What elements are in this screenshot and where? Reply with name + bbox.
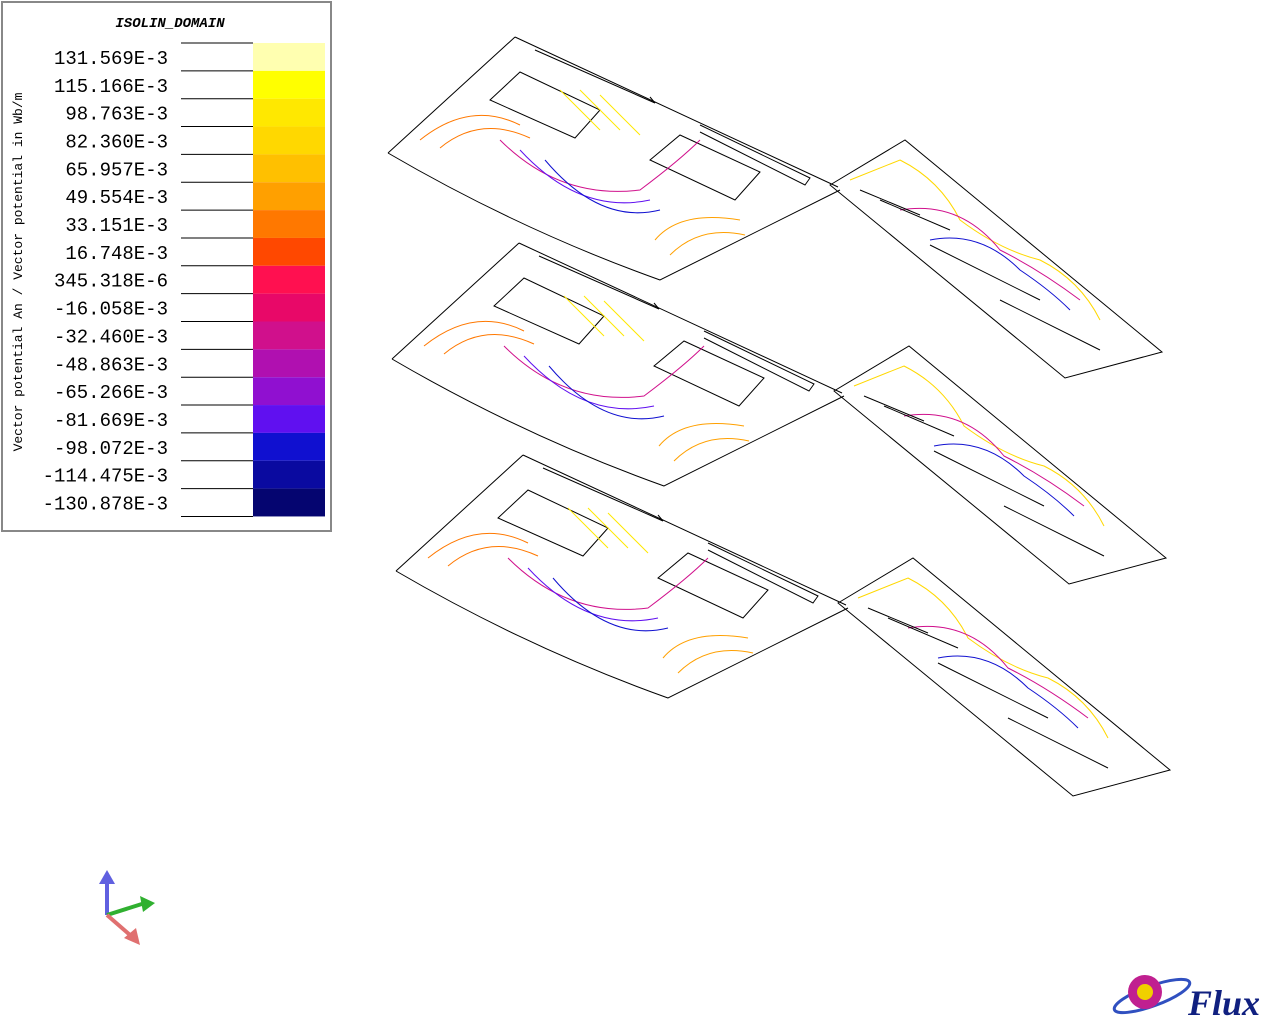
legend-value: 98.763E-3 bbox=[65, 104, 168, 126]
legend-value: -65.266E-3 bbox=[54, 382, 168, 404]
legend-value: -32.460E-3 bbox=[54, 326, 168, 348]
legend-axis-label: Vector potential An / Vector potential i… bbox=[11, 92, 26, 451]
legend-swatch bbox=[253, 182, 325, 211]
legend-value: -130.878E-3 bbox=[43, 494, 168, 516]
legend-swatch bbox=[253, 70, 325, 99]
legend-swatch bbox=[253, 126, 325, 155]
legend-swatch bbox=[253, 265, 325, 294]
legend-swatch bbox=[253, 432, 325, 461]
legend-value: 49.554E-3 bbox=[65, 187, 168, 209]
isoline-view bbox=[395, 454, 1171, 797]
isoline-view bbox=[391, 242, 1167, 585]
legend-swatch bbox=[253, 321, 325, 350]
legend-value: 115.166E-3 bbox=[54, 76, 168, 98]
legend-swatch bbox=[253, 237, 325, 266]
legend-swatch bbox=[253, 488, 325, 517]
legend-swatch bbox=[253, 460, 325, 489]
legend-swatch bbox=[253, 210, 325, 238]
flux-logo: Flux bbox=[1112, 975, 1260, 1023]
legend-value: 345.318E-6 bbox=[54, 271, 168, 293]
legend-swatch bbox=[253, 293, 325, 322]
legend-value: 33.151E-3 bbox=[65, 215, 168, 237]
legend-swatch bbox=[253, 154, 325, 183]
legend-value: 65.957E-3 bbox=[65, 159, 168, 181]
legend-title: ISOLIN_DOMAIN bbox=[115, 16, 225, 32]
logo-text: Flux bbox=[1187, 983, 1260, 1023]
legend-swatch bbox=[253, 349, 325, 378]
legend-swatch bbox=[253, 377, 325, 406]
isoline-view bbox=[387, 36, 1163, 379]
legend-value: -81.669E-3 bbox=[54, 410, 168, 432]
legend-value: 82.360E-3 bbox=[65, 131, 168, 153]
legend-value: 16.748E-3 bbox=[65, 243, 168, 265]
legend-swatch bbox=[253, 405, 325, 433]
legend-swatch bbox=[253, 43, 325, 71]
axis-triad bbox=[99, 870, 155, 945]
legend-value: -48.863E-3 bbox=[54, 354, 168, 376]
legend-value: -114.475E-3 bbox=[43, 466, 168, 488]
legend: ISOLIN_DOMAIN Vector potential An / Vect… bbox=[1, 1, 332, 532]
legend-value: -16.058E-3 bbox=[54, 299, 168, 321]
legend-value: -98.072E-3 bbox=[54, 438, 168, 460]
legend-swatch bbox=[253, 98, 325, 127]
legend-value: 131.569E-3 bbox=[54, 48, 168, 70]
